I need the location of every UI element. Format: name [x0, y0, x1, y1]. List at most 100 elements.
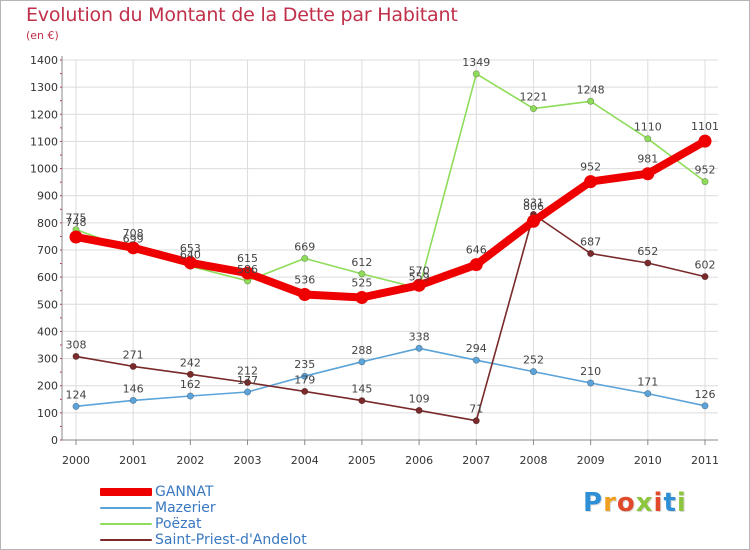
- data-label-gannat: 536: [294, 274, 315, 287]
- data-point-gannat: [126, 241, 140, 255]
- data-point-gannat: [355, 291, 369, 304]
- data-label-saint-priest-d-andelot: 71: [469, 403, 483, 416]
- legend-label-saint-priest-d-andelot: Saint-Priest-d'Andelot: [155, 532, 307, 548]
- data-point-mazerier: [644, 390, 652, 398]
- data-point-gannat: [698, 134, 712, 148]
- series-line-gannat: [72, 137, 709, 302]
- y-tick-label: 600: [37, 271, 58, 284]
- data-point-mazerier: [129, 396, 137, 404]
- data-label-mazerier: 288: [351, 344, 372, 357]
- chart-subtitle: (en €): [26, 29, 59, 42]
- legend-item-po-zat: Poëzat: [100, 516, 360, 532]
- y-tick-label: 800: [37, 217, 58, 230]
- data-label-mazerier: 338: [409, 330, 430, 343]
- data-label-po-zat: 952: [695, 164, 716, 177]
- data-label-mazerier: 210: [580, 365, 601, 378]
- y-tick-label: 900: [37, 190, 58, 203]
- data-label-mazerier: 146: [123, 382, 144, 395]
- data-point-saint-priest-d-andelot: [72, 352, 80, 360]
- data-label-po-zat: 640: [180, 248, 201, 261]
- data-point-gannat: [641, 167, 655, 181]
- data-point-po-zat: [701, 178, 709, 186]
- data-point-gannat: [469, 258, 483, 272]
- brand-logo: Proxiti: [583, 488, 687, 518]
- data-label-saint-priest-d-andelot: 242: [180, 356, 201, 369]
- x-tick-label: 2008: [519, 454, 547, 467]
- data-label-gannat: 981: [637, 153, 658, 166]
- data-label-saint-priest-d-andelot: 212: [237, 364, 258, 377]
- data-label-gannat: 653: [180, 242, 201, 255]
- data-point-mazerier: [472, 356, 480, 364]
- x-tick-label: 2007: [462, 454, 490, 467]
- x-tick-label: 2005: [348, 454, 376, 467]
- legend-swatch-po-zat: [100, 523, 152, 525]
- y-tick-label: 1100: [30, 135, 58, 148]
- brand-letter: o: [616, 488, 636, 518]
- brand-letter: P: [583, 488, 604, 518]
- data-label-gannat: 806: [523, 200, 544, 213]
- chart-title: Evolution du Montant de la Dette par Hab…: [26, 4, 458, 26]
- x-tick-label: 2009: [577, 454, 605, 467]
- y-tick-label: 400: [37, 325, 58, 338]
- data-label-gannat: 525: [351, 277, 372, 290]
- x-tick-label: 2000: [62, 454, 90, 467]
- y-tick-label: 200: [37, 380, 58, 393]
- data-point-saint-priest-d-andelot: [358, 397, 366, 405]
- data-point-saint-priest-d-andelot: [244, 378, 252, 386]
- data-label-mazerier: 294: [466, 342, 487, 355]
- y-tick-label: 100: [37, 407, 58, 420]
- data-point-gannat: [298, 288, 312, 302]
- y-tick-label: 0: [51, 434, 58, 447]
- x-tick-label: 2003: [234, 454, 262, 467]
- y-tick-label: 500: [37, 298, 58, 311]
- grid-lines: [62, 59, 718, 441]
- data-label-saint-priest-d-andelot: 271: [123, 348, 144, 361]
- data-point-saint-priest-d-andelot: [415, 406, 423, 414]
- data-label-mazerier: 162: [180, 378, 201, 391]
- data-point-po-zat: [358, 270, 366, 278]
- x-tick-label: 2010: [634, 454, 662, 467]
- data-label-saint-priest-d-andelot: 687: [580, 236, 601, 249]
- legend-label-gannat: GANNAT: [155, 484, 214, 500]
- data-label-saint-priest-d-andelot: 145: [351, 383, 372, 396]
- brand-letter: i: [676, 488, 687, 518]
- data-label-mazerier: 171: [637, 376, 658, 389]
- data-label-saint-priest-d-andelot: 831: [523, 196, 544, 209]
- series-line-mazerier: [75, 347, 706, 408]
- data-label-gannat: 952: [580, 161, 601, 174]
- data-point-saint-priest-d-andelot: [186, 370, 194, 378]
- x-tick-label: 2006: [405, 454, 433, 467]
- data-point-mazerier: [415, 344, 423, 352]
- data-point-mazerier: [301, 372, 309, 380]
- brand-letter: i: [653, 488, 664, 518]
- data-label-mazerier: 235: [294, 358, 315, 371]
- data-point-po-zat: [472, 70, 480, 78]
- data-point-saint-priest-d-andelot: [587, 250, 595, 258]
- legend-item-gannat: GANNAT: [100, 484, 360, 500]
- data-label-gannat: 1101: [691, 120, 719, 133]
- data-point-saint-priest-d-andelot: [472, 417, 480, 425]
- data-point-gannat: [183, 256, 197, 270]
- data-label-saint-priest-d-andelot: 652: [637, 245, 658, 258]
- data-label-gannat: 708: [123, 227, 144, 240]
- data-point-gannat: [584, 175, 598, 189]
- legend: GANNAT Mazerier Poëzat Saint-Priest-d'Andel…: [100, 484, 360, 548]
- legend-label-mazerier: Mazerier: [155, 500, 216, 516]
- data-point-saint-priest-d-andelot: [644, 259, 652, 267]
- y-tick-label: 700: [37, 244, 58, 257]
- x-tick-label: 2001: [119, 454, 147, 467]
- data-label-saint-priest-d-andelot: 308: [66, 338, 87, 351]
- data-point-mazerier: [244, 388, 252, 396]
- legend-swatch-gannat: [100, 488, 152, 496]
- data-label-po-zat: 669: [294, 240, 315, 253]
- y-tick-label: 1400: [30, 54, 58, 67]
- brand-letter: r: [603, 488, 617, 518]
- data-label-mazerier: 252: [523, 354, 544, 367]
- data-point-saint-priest-d-andelot: [301, 387, 309, 395]
- data-label-po-zat: 699: [123, 232, 144, 245]
- data-label-po-zat: 1110: [634, 121, 662, 134]
- series-lines: [69, 70, 712, 425]
- data-point-po-zat: [529, 105, 537, 113]
